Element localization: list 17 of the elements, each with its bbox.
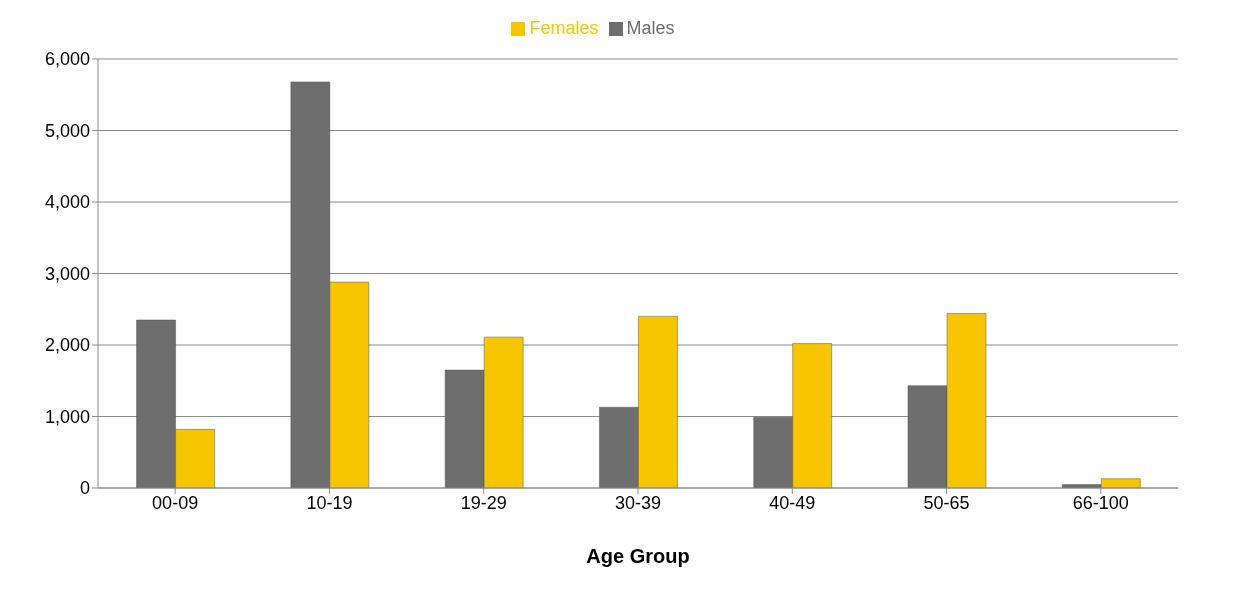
x-tick-label: 19-29 bbox=[460, 492, 507, 513]
y-tick-label: 3,000 bbox=[44, 263, 90, 284]
legend-label: Males bbox=[626, 18, 675, 38]
x-tick-label: 30-39 bbox=[614, 492, 662, 513]
y-tick-label: 6,000 bbox=[44, 49, 90, 70]
x-axis-title: Age Group bbox=[586, 545, 690, 567]
y-tick-label: 0 bbox=[79, 478, 90, 499]
y-tick-label: 5,000 bbox=[44, 120, 90, 141]
y-tick-label: 1,000 bbox=[44, 406, 90, 427]
y-tick-label: 4,000 bbox=[44, 192, 90, 213]
x-tick-label: 50-65 bbox=[923, 492, 970, 513]
y-tick-label: 2,000 bbox=[44, 335, 90, 356]
x-tick-label: 10-19 bbox=[306, 492, 353, 513]
x-tick-label: 66-100 bbox=[1072, 492, 1129, 513]
x-tick-label: 00-09 bbox=[152, 492, 199, 513]
x-tick-label: 40-49 bbox=[769, 492, 816, 513]
legend-label: Females bbox=[529, 18, 599, 38]
